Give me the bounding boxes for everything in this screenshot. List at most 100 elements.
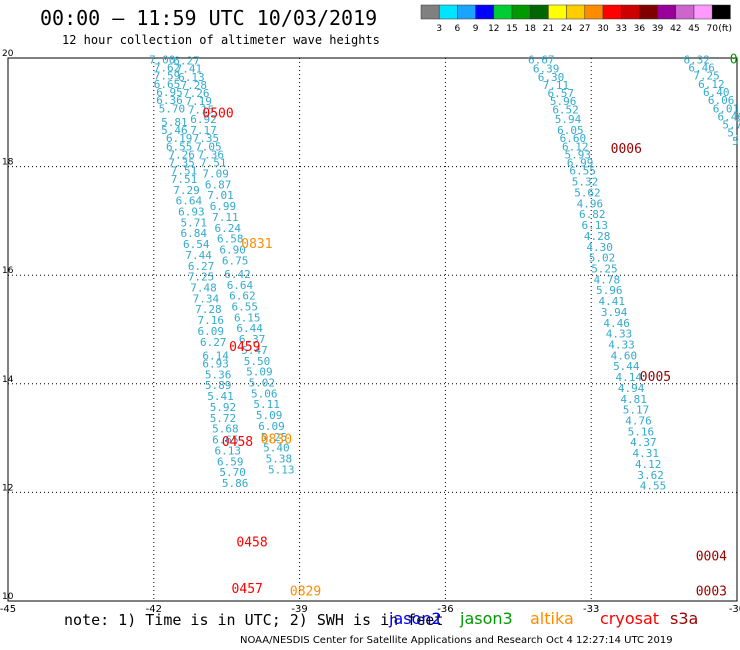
wave-height-label: 5.70 — [159, 102, 186, 115]
wave-height-label: 6.55 — [232, 300, 259, 313]
wave-height-label: 6.46 — [688, 62, 715, 75]
wave-height-label: 3.62 — [637, 469, 664, 482]
colorbar-swatch — [529, 4, 549, 20]
wave-height-label: 5.72 — [210, 412, 237, 425]
pass-time-label: 0458 — [236, 536, 267, 551]
wave-height-label: 5.32 — [572, 176, 599, 189]
pass-time-label: 0500 — [202, 107, 233, 122]
wave-height-label: 7.17 — [190, 124, 217, 137]
y-tick-label: 16 — [2, 266, 14, 276]
wave-height-label: 6.57 — [547, 87, 574, 100]
legend-jason3: jason3 — [460, 609, 513, 628]
wave-height-label: 6.36 — [156, 94, 183, 107]
wave-height-label: 6.37 — [239, 333, 266, 346]
wave-height-label: 5.96 — [596, 284, 623, 297]
wave-height-label: 6.40 — [703, 86, 730, 99]
wave-height-label: 5.62 — [574, 186, 601, 199]
wave-height-label: 6.82 — [579, 208, 606, 221]
wave-height-label: 5.93 — [564, 148, 591, 161]
wave-height-label: 6.12 — [698, 78, 725, 91]
colorbar-tick-label: 39 — [652, 24, 664, 34]
pass-time-label: 0830 — [261, 433, 292, 448]
wave-height-label: 7.05 — [195, 140, 222, 153]
wave-height-label: 5.40 — [263, 442, 290, 455]
wave-height-label: 5.96 — [550, 95, 577, 108]
wave-height-label: 5.81 — [161, 116, 188, 129]
legend: note: 1) Time is in UTC; 2) SWH is in fe… — [64, 609, 698, 629]
wave-height-label: 6.06 — [708, 94, 735, 107]
colorbar-swatch — [639, 4, 658, 20]
wave-height-label: 7.29 — [173, 184, 200, 197]
wave-height-label: 4.60 — [611, 349, 638, 362]
y-tick-label: 20 — [2, 49, 14, 59]
wave-height-label: 4.94 — [618, 382, 645, 395]
wave-height-label: 7.26 — [183, 87, 210, 100]
colorbar-swatch — [711, 4, 731, 20]
colorbar-tick-label: 24 — [561, 24, 573, 34]
x-tick-label: -30 — [729, 604, 740, 615]
wave-height-label: 5.09 — [246, 366, 273, 379]
wave-height-label: 4.81 — [620, 393, 647, 406]
wave-height-label: 6.99 — [567, 157, 594, 170]
wave-height-label: 5.7 — [722, 119, 740, 132]
wave-height-label: 5. — [727, 127, 740, 140]
wave-height-label: 5.44 — [613, 360, 640, 373]
wave-height-label: 5.70 — [219, 466, 246, 479]
wave-height-label: 6.59 — [217, 455, 244, 468]
wave-height-label: 6.95 — [156, 86, 183, 99]
colorbar-tick-label: 30 — [597, 24, 609, 34]
plot-frame — [7, 57, 738, 602]
wave-height-label: 5.46 — [161, 124, 188, 137]
wave-height-label: 6.64 — [176, 195, 203, 208]
colorbar-tick-label: 15 — [506, 24, 517, 34]
wave-height-label: 7.25 — [188, 271, 215, 284]
y-tick-label: 14 — [2, 375, 14, 385]
wave-height-label: 7.51 — [200, 157, 227, 170]
wave-height-label: 5.02 — [589, 252, 616, 265]
colorbar-tick-label: 18 — [524, 24, 536, 34]
y-tick-label: 12 — [2, 483, 13, 493]
wave-height-label: 6.05 — [557, 124, 584, 137]
wave-height-label: 7.26 — [168, 148, 195, 161]
wave-height-label: 7.11 — [212, 211, 239, 224]
wave-height-label: 4.41 — [598, 295, 625, 308]
wave-height-label: 6.92 — [190, 113, 217, 126]
wave-height-label: 4.30 — [586, 241, 613, 254]
colorbar-tick-label: 36 — [634, 24, 646, 34]
wave-height-label: 6.64 — [227, 279, 254, 292]
x-tick-label: -33 — [583, 604, 599, 615]
wave-height-label: 6.13 — [581, 219, 608, 232]
wave-height-label: 6.87 — [205, 178, 232, 191]
wave-height-label: 7.01 — [207, 189, 234, 202]
wave-height-label: 5.47 — [241, 344, 268, 357]
colorbar-swatch — [457, 4, 476, 20]
wave-height-label: 6.60 — [560, 132, 587, 145]
wave-height-label: 6.09 — [258, 420, 285, 433]
legend-cryosat: cryosat — [600, 609, 660, 628]
colorbar-tick-label: 70 — [706, 24, 718, 34]
colorbar-tick-label: 27 — [579, 24, 590, 34]
colorbar-swatch — [420, 4, 440, 20]
colorbar-tick-label: 42 — [670, 24, 681, 34]
legend-altika: altika — [530, 609, 574, 628]
colorbar-tick-label: 21 — [543, 24, 554, 34]
wave-height-label: 6.46 — [718, 110, 740, 123]
colorbar-swatch — [657, 4, 677, 20]
pass-time-label: 0 — [730, 52, 738, 67]
colorbar-swatch — [620, 4, 640, 20]
wave-height-label: 7.09 — [202, 167, 229, 180]
wave-height-label: 7.16 — [198, 314, 225, 327]
wave-height-label: 5.89 — [205, 379, 232, 392]
pass-time-label: 0458 — [222, 435, 253, 450]
wave-height-label: 6.93 — [178, 205, 205, 218]
wave-height-label: 6.75 — [222, 254, 249, 267]
wave-height-label: 5.68 — [212, 423, 239, 436]
wave-height-label: 6.65 — [212, 434, 239, 447]
wave-height-label: 7.35 — [168, 157, 195, 170]
wave-height-label: 7.19 — [185, 95, 212, 108]
chart-title: 00:00 – 11:59 UTC 10/03/2019 — [40, 6, 378, 30]
x-tick-label: -39 — [291, 604, 307, 615]
wave-height-label: 5.02 — [249, 377, 276, 390]
wave-height-label: 5.17 — [623, 404, 650, 417]
wave-height-label: 7.48 — [190, 281, 217, 294]
